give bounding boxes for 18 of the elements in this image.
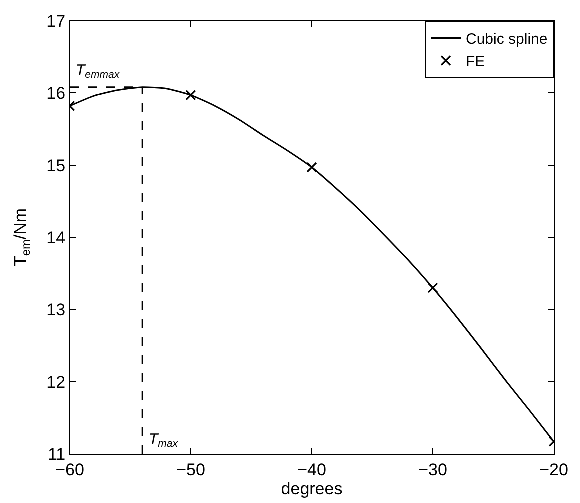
legend-label: FE [466,54,486,71]
point [306,162,318,173]
y-tick-label: 14 [46,228,66,248]
ref-line-label: T$_{emmax}$ [76,62,120,82]
x-tick-label: −40 [298,460,326,480]
legend-label: Cubic spline [466,31,548,48]
y-tick-label: 15 [46,156,66,176]
point [428,282,438,294]
point [186,90,196,101]
x-axis-title: degrees [281,479,343,498]
x-tick-label: −50 [176,460,206,480]
y-tick-label: 17 [46,12,66,31]
ref-line-label: T$_{max}$ [149,431,179,450]
y-tick-label: 16 [46,84,66,104]
y-tick-label: 12 [46,372,66,392]
x-tick-label: −30 [418,460,448,480]
y-tick-label: 13 [46,300,66,320]
x-tick-label: −20 [540,460,568,480]
